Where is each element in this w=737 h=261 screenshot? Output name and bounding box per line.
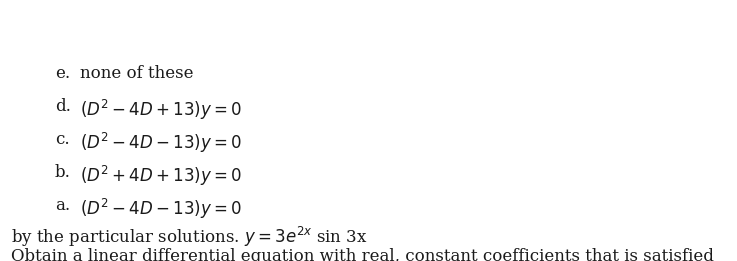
Text: Obtain a linear differential equation with real, constant coefficients that is s: Obtain a linear differential equation wi… (11, 248, 714, 261)
Text: by the particular solutions. $y = 3e^{2x}$ sin 3x: by the particular solutions. $y = 3e^{2x… (11, 225, 368, 249)
Text: $(D^2 + 4D + 13)y = 0$: $(D^2 + 4D + 13)y = 0$ (80, 164, 242, 188)
Text: none of these: none of these (80, 65, 194, 82)
Text: $(D^2 - 4D - 13)y = 0$: $(D^2 - 4D - 13)y = 0$ (80, 197, 242, 221)
Text: a.: a. (55, 197, 70, 214)
Text: c.: c. (55, 131, 69, 148)
Text: $(D^2 - 4D + 13)y = 0$: $(D^2 - 4D + 13)y = 0$ (80, 98, 242, 122)
Text: b.: b. (55, 164, 71, 181)
Text: $(D^2 - 4D - 13)y = 0$: $(D^2 - 4D - 13)y = 0$ (80, 131, 242, 155)
Text: e.: e. (55, 65, 70, 82)
Text: d.: d. (55, 98, 71, 115)
